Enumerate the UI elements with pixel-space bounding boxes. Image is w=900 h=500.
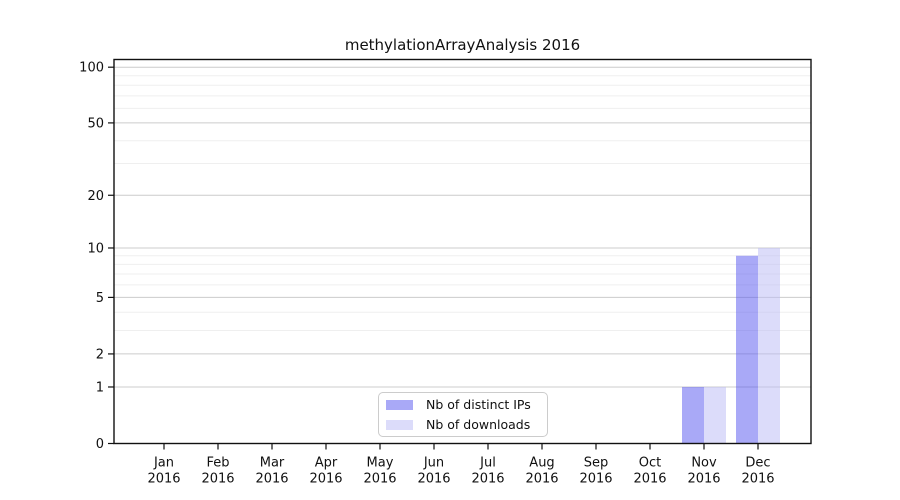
y-tick-label: 5	[96, 291, 104, 306]
x-tick-label-year: 2016	[471, 472, 504, 487]
x-tick-label-month: Sep	[584, 456, 609, 471]
x-tick-label-month: Oct	[639, 456, 661, 471]
bar-nb-of-downloads-nov	[704, 386, 726, 444]
x-tick-label-year: 2016	[363, 472, 396, 487]
y-tick-label: 2	[96, 347, 104, 362]
legend-swatch-distinct-ips	[386, 399, 413, 410]
x-tick-label-year: 2016	[741, 472, 774, 487]
y-tick-label: 10	[87, 241, 104, 256]
x-tick-label-year: 2016	[309, 472, 342, 487]
x-tick-label-year: 2016	[201, 472, 234, 487]
legend: Nb of distinct IPs Nb of downloads	[378, 392, 548, 437]
y-tick-label: 50	[87, 116, 104, 131]
bar-nb-of-distinct-ips-dec	[736, 255, 758, 444]
x-tick-label-month: Nov	[691, 456, 717, 471]
y-tick-label: 100	[79, 61, 104, 76]
y-tick-label: 0	[96, 437, 104, 452]
x-tick-label-month: Apr	[315, 456, 338, 471]
x-tick-label-month: Jul	[479, 456, 496, 471]
x-tick-label-year: 2016	[147, 472, 180, 487]
legend-swatch-downloads	[386, 419, 413, 430]
x-tick-label-year: 2016	[579, 472, 612, 487]
x-tick-label-year: 2016	[525, 472, 558, 487]
x-tick-label-month: Aug	[529, 456, 554, 471]
legend-item-distinct-ips: Nb of distinct IPs	[386, 397, 547, 413]
chart-title: methylationArrayAnalysis 2016	[344, 36, 581, 54]
x-tick-label-year: 2016	[687, 472, 720, 487]
x-tick-label-month: Mar	[260, 456, 285, 471]
x-tick-label-month: Feb	[206, 456, 229, 471]
legend-label-distinct-ips: Nb of distinct IPs	[426, 397, 531, 412]
x-tick-label-year: 2016	[255, 472, 288, 487]
y-tick-label: 20	[87, 189, 104, 204]
x-tick-label-month: Jun	[423, 456, 444, 471]
x-tick-label-month: Dec	[745, 456, 770, 471]
plot-box	[113, 58, 812, 445]
legend-item-downloads: Nb of downloads	[386, 417, 547, 433]
x-tick-label-year: 2016	[633, 472, 666, 487]
x-tick-label-month: Jan	[153, 456, 174, 471]
x-tick-label-year: 2016	[417, 472, 450, 487]
bar-nb-of-downloads-dec	[758, 247, 780, 444]
y-tick-label: 1	[96, 380, 104, 395]
bar-nb-of-distinct-ips-nov	[682, 386, 704, 444]
x-tick-label-month: May	[367, 456, 394, 471]
legend-label-downloads: Nb of downloads	[426, 417, 531, 432]
